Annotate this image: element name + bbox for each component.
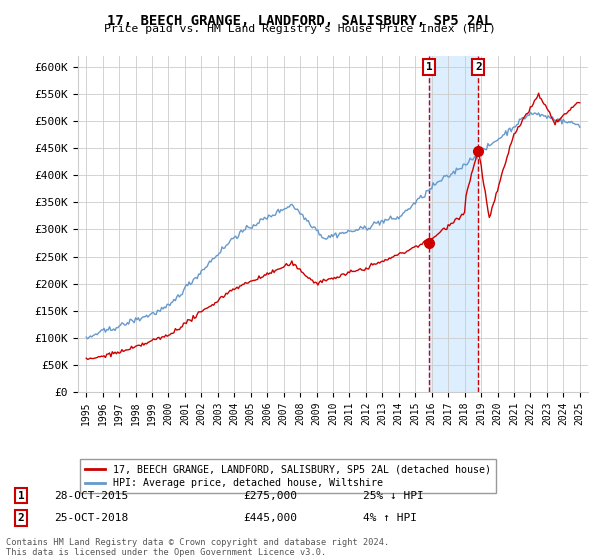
Text: 1: 1 (17, 491, 25, 501)
Text: 25-OCT-2018: 25-OCT-2018 (54, 513, 128, 523)
Text: 2: 2 (17, 513, 25, 523)
Text: 1: 1 (425, 62, 432, 72)
Text: 28-OCT-2015: 28-OCT-2015 (54, 491, 128, 501)
Text: 4% ↑ HPI: 4% ↑ HPI (363, 513, 417, 523)
Text: £445,000: £445,000 (243, 513, 297, 523)
Text: Price paid vs. HM Land Registry's House Price Index (HPI): Price paid vs. HM Land Registry's House … (104, 24, 496, 34)
Text: 17, BEECH GRANGE, LANDFORD, SALISBURY, SP5 2AL: 17, BEECH GRANGE, LANDFORD, SALISBURY, S… (107, 14, 493, 28)
Text: Contains HM Land Registry data © Crown copyright and database right 2024.
This d: Contains HM Land Registry data © Crown c… (6, 538, 389, 557)
Text: 2: 2 (475, 62, 482, 72)
Bar (429, 56, 478, 392)
Text: £275,000: £275,000 (243, 491, 297, 501)
Text: 25% ↓ HPI: 25% ↓ HPI (363, 491, 424, 501)
Legend: 17, BEECH GRANGE, LANDFORD, SALISBURY, SP5 2AL (detached house), HPI: Average pr: 17, BEECH GRANGE, LANDFORD, SALISBURY, S… (80, 459, 496, 493)
